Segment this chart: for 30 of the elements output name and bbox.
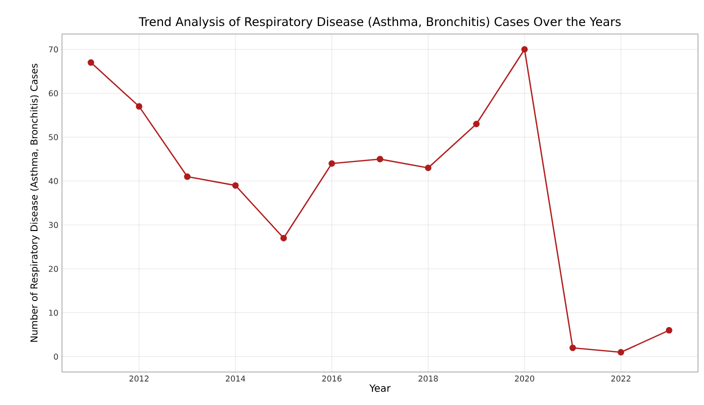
x-axis-title: Year xyxy=(369,384,391,392)
x-tick-label: 2018 xyxy=(418,376,438,382)
x-tick-label: 2022 xyxy=(611,376,630,382)
y-tick-label: 60 xyxy=(48,90,58,96)
y-axis-title: Number of Respiratory Disease (Asthma, Bronchitis) Cases xyxy=(30,64,40,342)
y-tick-label: 30 xyxy=(48,222,58,228)
point xyxy=(569,344,576,352)
point xyxy=(424,164,432,172)
point xyxy=(521,46,528,53)
y-tick-label: 40 xyxy=(48,178,58,184)
chart-title: Trend Analysis of Respiratory Disease (Asthma, Bronchitis) Cases Over the Years xyxy=(138,16,621,28)
point xyxy=(473,120,480,128)
x-tick-label: 2014 xyxy=(226,376,246,382)
y-tick-label: 70 xyxy=(48,46,58,52)
x-tick-label: 2012 xyxy=(129,376,148,382)
y-tick-label: 0 xyxy=(54,354,58,360)
y-tick-label: 10 xyxy=(49,310,58,316)
point xyxy=(666,327,672,334)
point xyxy=(280,234,287,242)
point xyxy=(88,59,94,66)
x-tick-label: 2016 xyxy=(322,376,342,382)
point xyxy=(136,103,142,110)
point xyxy=(184,173,191,180)
point xyxy=(618,348,624,356)
point xyxy=(328,160,336,167)
point xyxy=(376,156,384,162)
x-tick-label: 2020 xyxy=(514,376,534,382)
y-tick-label: 50 xyxy=(48,134,58,140)
point xyxy=(232,182,239,189)
y-tick-label: 20 xyxy=(48,266,58,272)
